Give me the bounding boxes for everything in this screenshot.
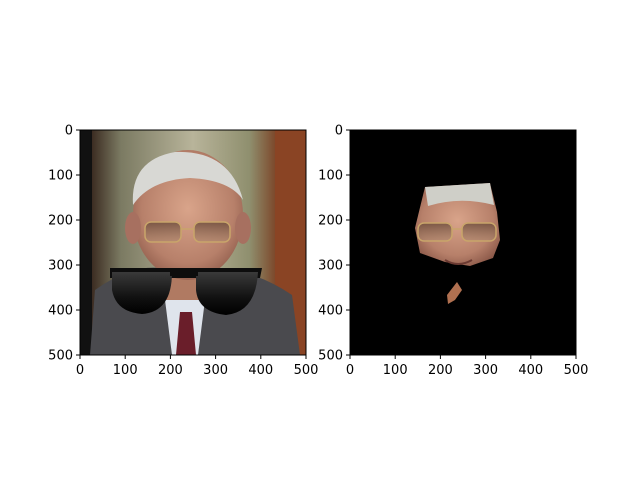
y-tick-label: 0 [335, 124, 343, 139]
y-tick-label: 400 [48, 304, 73, 319]
left-yticks: 0 100 200 300 400 500 [48, 124, 80, 364]
x-tick-label: 200 [428, 363, 453, 378]
right-axes-frame [349, 129, 577, 356]
x-tick-label: 300 [473, 363, 498, 378]
x-tick-label: 400 [518, 363, 543, 378]
left-xticks: 0 100 200 300 400 500 [76, 355, 319, 378]
x-tick-label: 0 [76, 363, 84, 378]
y-tick-label: 100 [318, 169, 343, 184]
right-photo [350, 130, 576, 355]
left-panel: 0 100 200 300 400 500 0 100 200 300 400 500 [48, 124, 318, 379]
x-tick-label: 200 [158, 363, 183, 378]
sunglasses-overlay [110, 268, 262, 315]
left-photo [80, 130, 306, 355]
y-tick-label: 200 [48, 214, 73, 229]
y-tick-label: 300 [318, 259, 343, 274]
x-tick-label: 100 [383, 363, 408, 378]
x-tick-label: 0 [346, 363, 354, 378]
y-tick-label: 300 [48, 259, 73, 274]
y-tick-label: 0 [65, 124, 73, 139]
right-xticks: 0 100 200 300 400 500 [346, 355, 589, 378]
left-axes-frame [79, 129, 307, 356]
y-tick-label: 500 [318, 349, 343, 364]
y-tick-label: 200 [318, 214, 343, 229]
right-yticks: 0 100 200 300 400 500 [318, 124, 350, 364]
x-tick-label: 100 [113, 363, 138, 378]
x-tick-label: 500 [294, 363, 319, 378]
x-tick-label: 500 [564, 363, 589, 378]
x-tick-label: 300 [203, 363, 228, 378]
y-tick-label: 100 [48, 169, 73, 184]
y-tick-label: 400 [318, 304, 343, 319]
x-tick-label: 400 [248, 363, 273, 378]
right-panel: 0 100 200 300 400 500 0 100 200 300 400 500 [318, 124, 588, 379]
y-tick-label: 500 [48, 349, 73, 364]
